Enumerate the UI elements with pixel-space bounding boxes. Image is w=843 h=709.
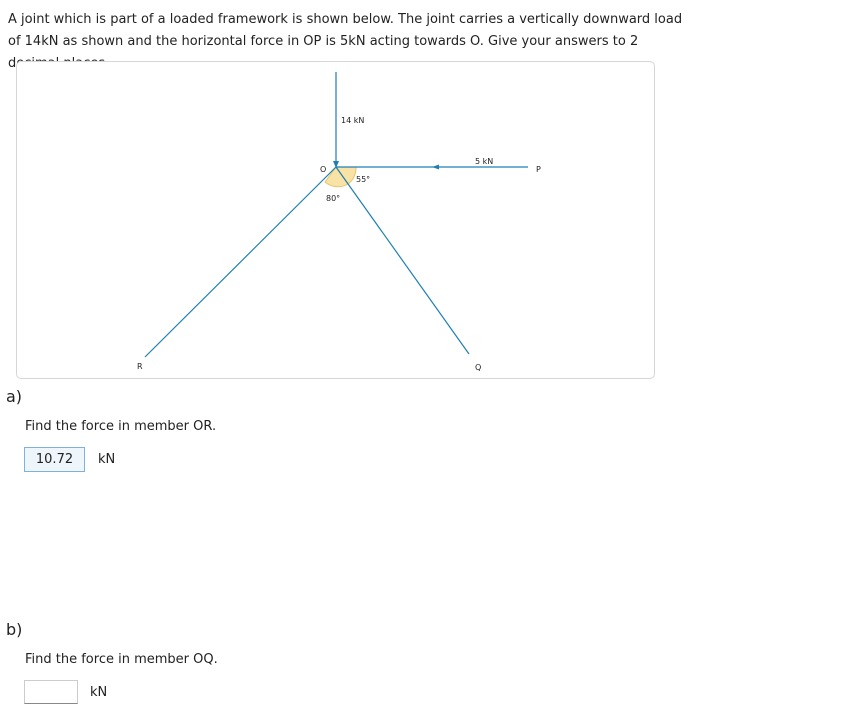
member-oq	[335, 166, 470, 355]
part-b-prompt: Find the force in member OQ.	[25, 652, 218, 667]
load-arrowhead	[333, 161, 339, 168]
answer-or-input[interactable]	[24, 447, 85, 472]
joint-o-label: O	[320, 165, 326, 174]
part-a-unit: kN	[98, 452, 116, 467]
angle-80-label: 80°	[326, 194, 340, 203]
force-op-label: 5 kN	[475, 157, 493, 166]
part-a-letter: a)	[6, 387, 23, 406]
part-b-unit: kN	[90, 685, 108, 700]
point-p-label: P	[536, 165, 541, 174]
angle-55-label: 55°	[356, 175, 370, 184]
force-op-arrowhead	[432, 164, 439, 170]
point-q-label: Q	[475, 363, 481, 372]
answer-oq-input[interactable]	[24, 680, 78, 704]
point-r-label: R	[137, 362, 143, 371]
part-a-prompt: Find the force in member OR.	[25, 419, 217, 434]
framework-diagram: 14 kN 5 kN O P 55° 80° R Q	[137, 72, 541, 372]
load-label: 14 kN	[341, 116, 364, 125]
part-b-letter: b)	[6, 620, 23, 639]
member-or	[144, 166, 337, 358]
